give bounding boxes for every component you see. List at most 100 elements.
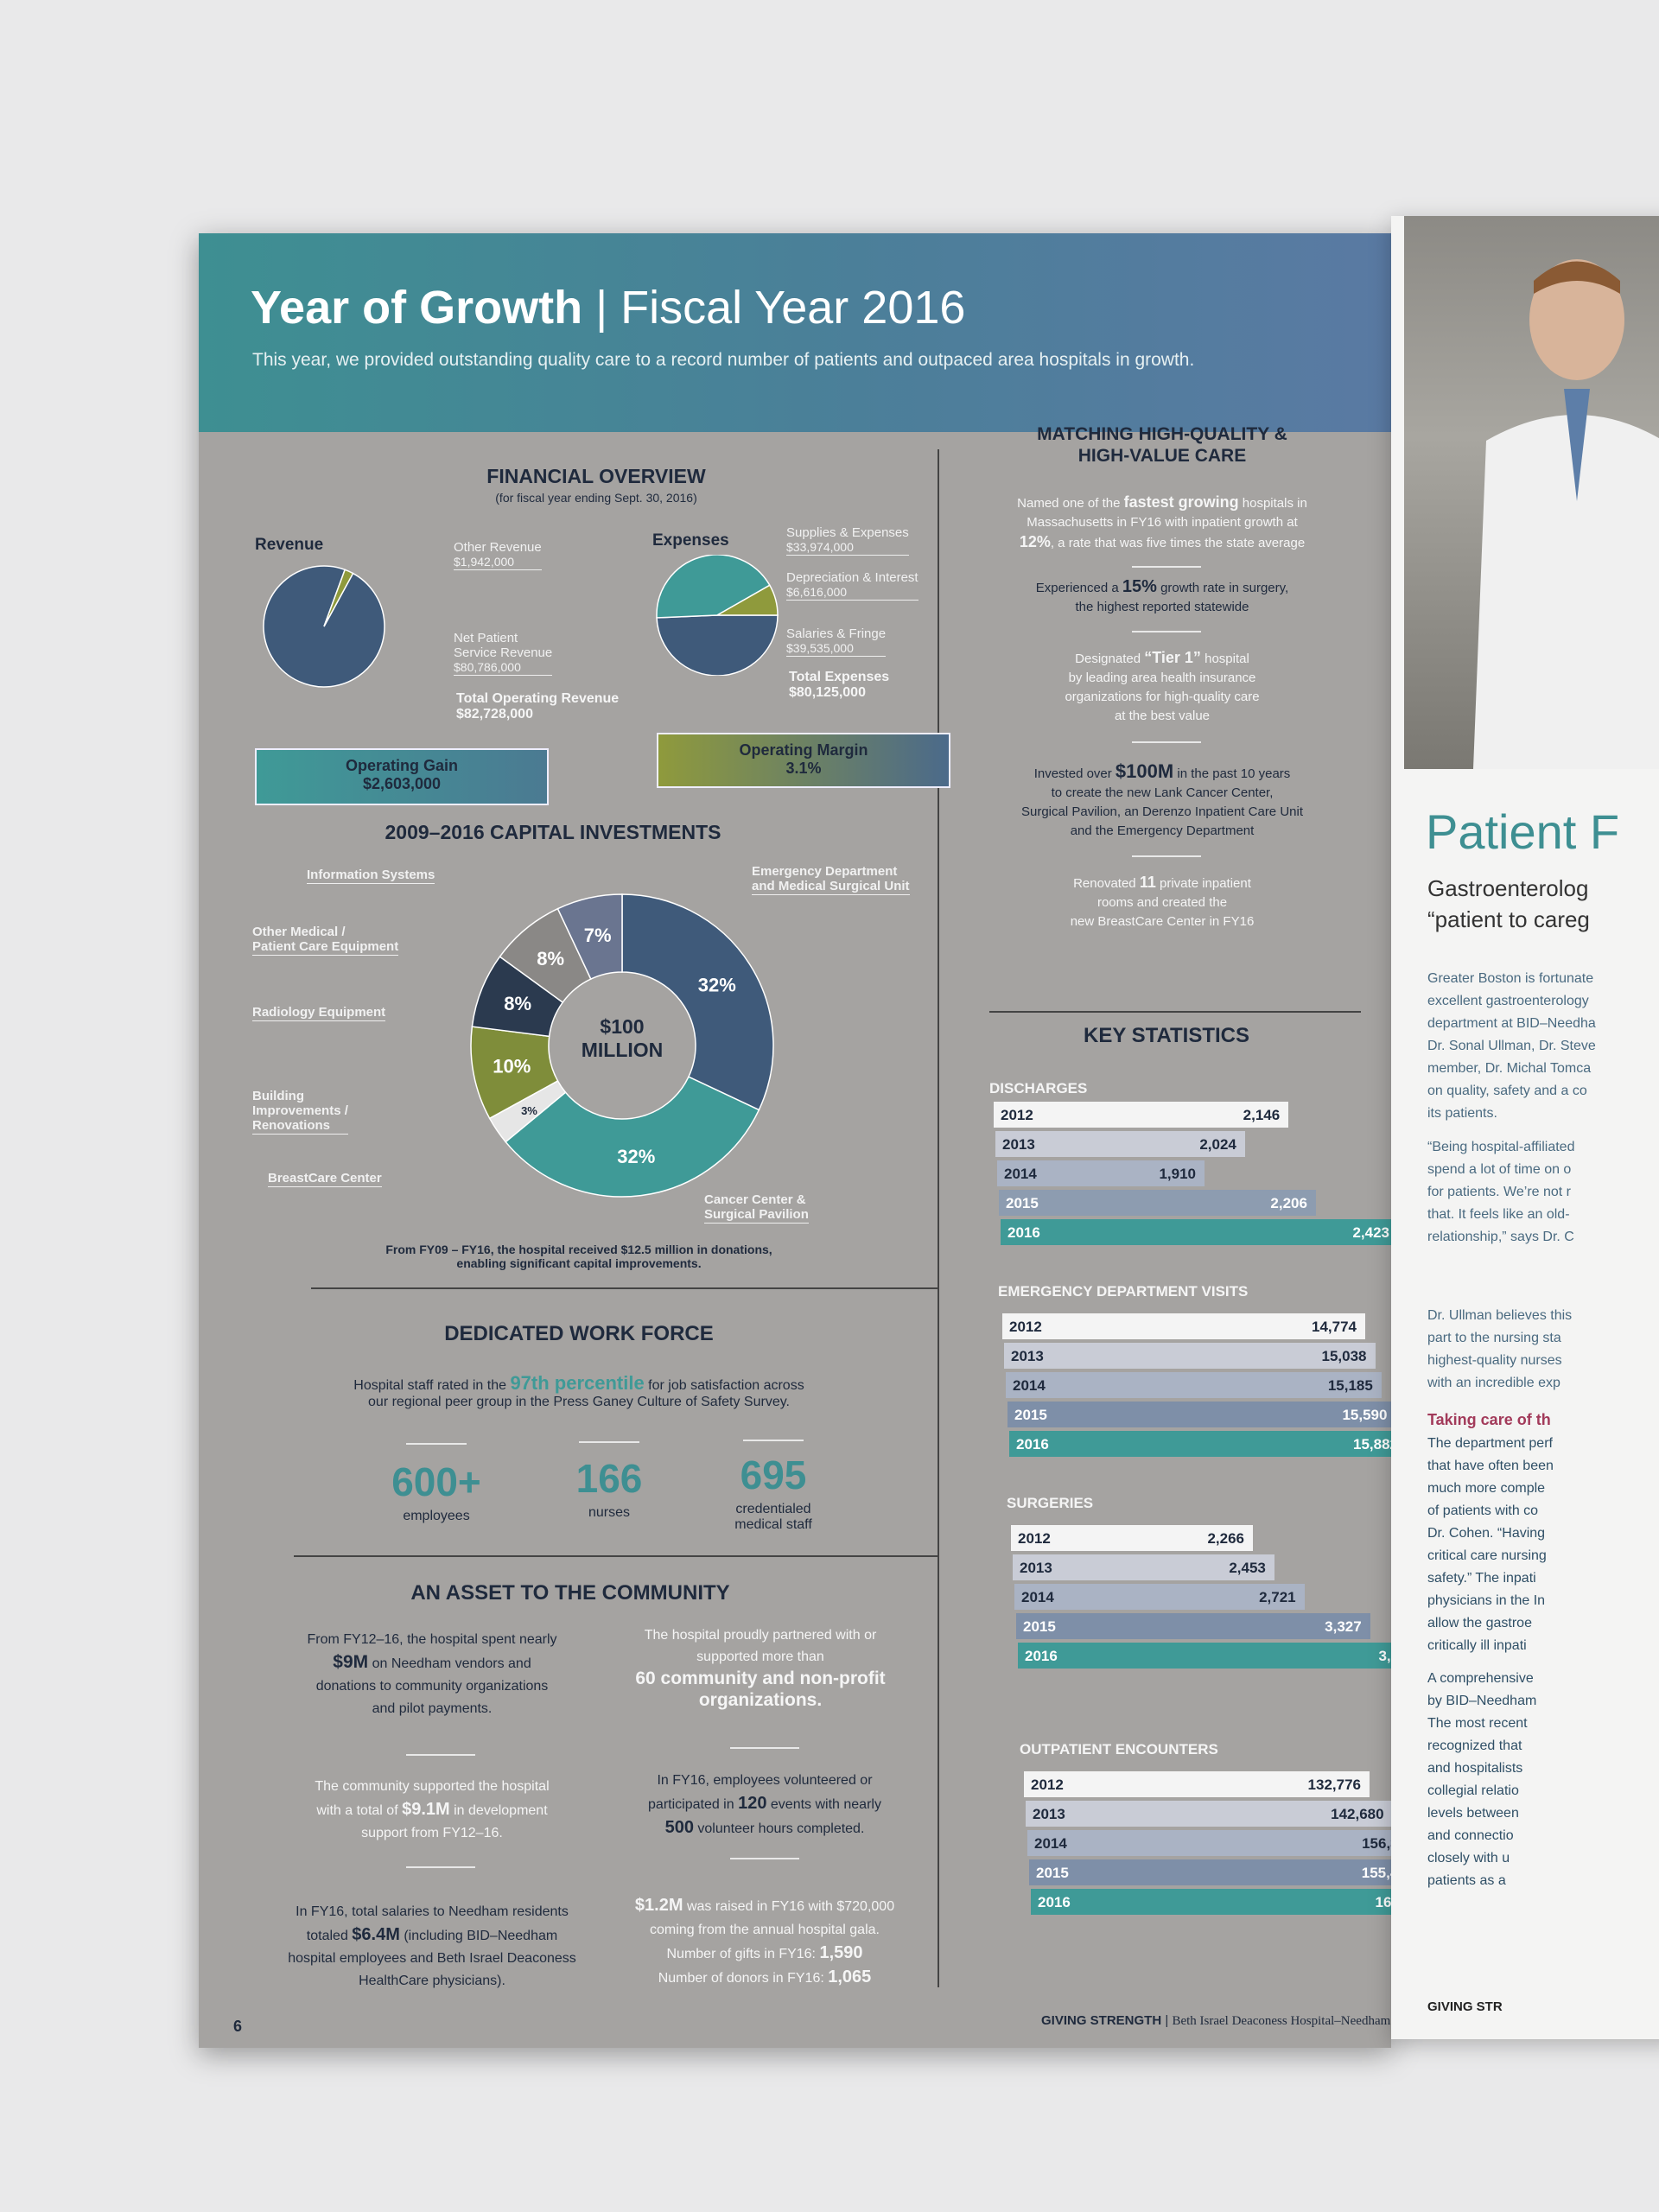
label-breastcare: BreastCare Center — [268, 1171, 382, 1187]
pie-slice — [556, 893, 623, 981]
divider — [406, 1754, 475, 1756]
other-revenue-label: Other Revenue $1,942,000 — [454, 540, 542, 570]
label-radiology: Radiology Equipment — [252, 1005, 386, 1021]
bar-year-label: 2012 — [1009, 1319, 1042, 1335]
body-line: collegial relatio — [1427, 1783, 1519, 1798]
body-line: relationship,” says Dr. C — [1427, 1230, 1574, 1244]
divider — [989, 1011, 1361, 1013]
slice-label: 7% — [584, 925, 612, 946]
body-line: its patients. — [1427, 1106, 1497, 1121]
bar-value-label: 2,024 — [1199, 1136, 1236, 1153]
body-line: The department perf — [1427, 1436, 1553, 1451]
right-page-subtitle: Gastroenterolog “patient to careg — [1427, 875, 1590, 932]
operating-margin-box: Operating Margin 3.1% — [657, 733, 950, 788]
community-development: The community supported the hospital wit… — [315, 1779, 550, 1840]
bar-year-label: 2015 — [1023, 1618, 1056, 1635]
bar: 2015 15,590 — [1007, 1402, 1391, 1427]
right-body-quote: “Being hospital-affiliated spend a lot of… — [1427, 1136, 1574, 1249]
body-line: by BID–Needham — [1427, 1694, 1537, 1708]
bar: 2014 1,910 — [997, 1160, 1205, 1186]
pie-slice — [505, 1076, 760, 1198]
pie-slice — [656, 555, 771, 619]
title-separator: | — [595, 282, 608, 334]
bar-year-label: 2016 — [1007, 1224, 1040, 1241]
total-expenses: Total Expenses $80,125,000 — [789, 670, 890, 700]
label-information-systems: Information Systems — [307, 868, 435, 884]
revenue-pie — [263, 565, 385, 688]
operating-gain-box: Operating Gain $2,603,000 — [255, 748, 549, 805]
bar-value-label: 15,882 — [1353, 1436, 1391, 1452]
body-line: closely with u — [1427, 1851, 1510, 1866]
header-banner: Year of Growth | Fiscal Year 2016 This y… — [199, 233, 1391, 432]
donations-note: From FY09 – FY16, the hospital received … — [385, 1243, 772, 1270]
bar: 2012 14,774 — [1002, 1313, 1365, 1339]
bar-value-label: 2,266 — [1207, 1530, 1244, 1547]
workforce-title: DEDICATED WORK FORCE — [444, 1322, 714, 1345]
body-line: and connectio — [1427, 1828, 1514, 1843]
bar-year-label: 2015 — [1036, 1865, 1069, 1881]
donut-center-label: $100 MILLION — [581, 1015, 664, 1061]
bar: 2015 155,420 — [1029, 1859, 1391, 1885]
financial-subtitle: (for fiscal year ending Sept. 30, 2016) — [495, 491, 697, 505]
body-line: part to the nursing sta — [1427, 1331, 1561, 1345]
surgeries-heading: SURGERIES — [1007, 1495, 1094, 1511]
page-number: 6 — [233, 2018, 243, 2035]
doctor-photo — [1404, 216, 1659, 769]
bar-value-label: 155,420 — [1361, 1865, 1391, 1881]
depreciation-label: Depreciation & Interest $6,616,000 — [786, 570, 918, 601]
divider — [406, 1866, 475, 1868]
slice-label: 3% — [521, 1104, 537, 1117]
body-line: on quality, safety and a co — [1427, 1084, 1587, 1098]
body-line: department at BID–Needha — [1427, 1016, 1596, 1031]
divider — [1132, 631, 1201, 632]
body-line: highest-quality nurses — [1427, 1353, 1562, 1368]
care-growth: Named one of the fastest growing hospita… — [1017, 493, 1307, 550]
label-other-medical: Other Medical / Patient Care Equipment — [252, 925, 399, 956]
divider — [1132, 566, 1201, 568]
total-operating-revenue: Total Operating Revenue $82,728,000 — [456, 691, 620, 721]
label-emergency-dept: Emergency Department and Medical Surgical… — [752, 864, 910, 895]
employees-number: 600+ — [391, 1459, 481, 1504]
slice-label: 8% — [537, 948, 564, 969]
bar-year-label: 2012 — [1001, 1107, 1033, 1123]
capital-donut: 32% 32% 3% 10% 8% 8% 7% — [470, 893, 774, 1198]
right-body-para5: A comprehensive by BID–Needham The most re… — [1427, 1668, 1536, 1892]
financial-title: FINANCIAL OVERVIEW — [486, 465, 706, 487]
page-subtitle: This year, we provided outstanding quali… — [252, 350, 1195, 370]
body-line: critical care nursing — [1427, 1548, 1547, 1563]
staff-label: credentialed medical staff — [734, 1502, 812, 1532]
capital-title: 2009–2016 CAPITAL INVESTMENTS — [385, 821, 721, 843]
care-tier1: Designated “Tier 1” hospital by leading … — [1065, 649, 1260, 723]
bar-value-label: 3,327 — [1325, 1618, 1362, 1635]
slice-label: 32% — [698, 974, 736, 995]
bar: 2015 3,327 — [1016, 1613, 1370, 1639]
body-line: patients as a — [1427, 1873, 1506, 1888]
body-line: Dr. Sonal Ullman, Dr. Steve — [1427, 1039, 1596, 1053]
bar-value-label: 160,984 — [1375, 1894, 1391, 1910]
body-line: and hospitalists — [1427, 1761, 1523, 1776]
pie-slice — [715, 584, 779, 616]
care-surgery: Experienced a 15% growth rate in surgery… — [1035, 577, 1289, 614]
bar: 2012 132,776 — [1024, 1771, 1370, 1797]
bar-value-label: 15,038 — [1321, 1348, 1367, 1364]
supplies-label: Supplies & Expenses $33,974,000 — [786, 525, 909, 556]
community-volunteer: In FY16, employees volunteered or partic… — [648, 1773, 881, 1837]
bar-year-label: 2013 — [1002, 1136, 1035, 1153]
bar-value-label: 142,680 — [1331, 1806, 1384, 1822]
bar: 2013 142,680 — [1026, 1801, 1391, 1827]
slice-label: 32% — [617, 1146, 655, 1167]
page-title: Year of Growth | Fiscal Year 2016 — [251, 281, 965, 334]
divider — [1132, 741, 1201, 743]
right-page: Patient F Gastroenterolog “patient to car… — [1391, 216, 1659, 2039]
divider — [294, 1555, 938, 1557]
bar-value-label: 14,774 — [1312, 1319, 1357, 1335]
nurses-number: 166 — [575, 1456, 643, 1501]
body-line: levels between — [1427, 1806, 1519, 1821]
divider — [1132, 855, 1201, 857]
bar: 2016 3,820 — [1018, 1643, 1391, 1669]
salaries-label: Salaries & Fringe $39,535,000 — [786, 626, 887, 657]
expenses-label: Expenses — [652, 531, 729, 550]
community-salaries: In FY16, total salaries to Needham resid… — [288, 1904, 576, 1988]
body-line: member, Dr. Michal Tomca — [1427, 1061, 1592, 1076]
bar-year-label: 2014 — [1004, 1166, 1037, 1182]
